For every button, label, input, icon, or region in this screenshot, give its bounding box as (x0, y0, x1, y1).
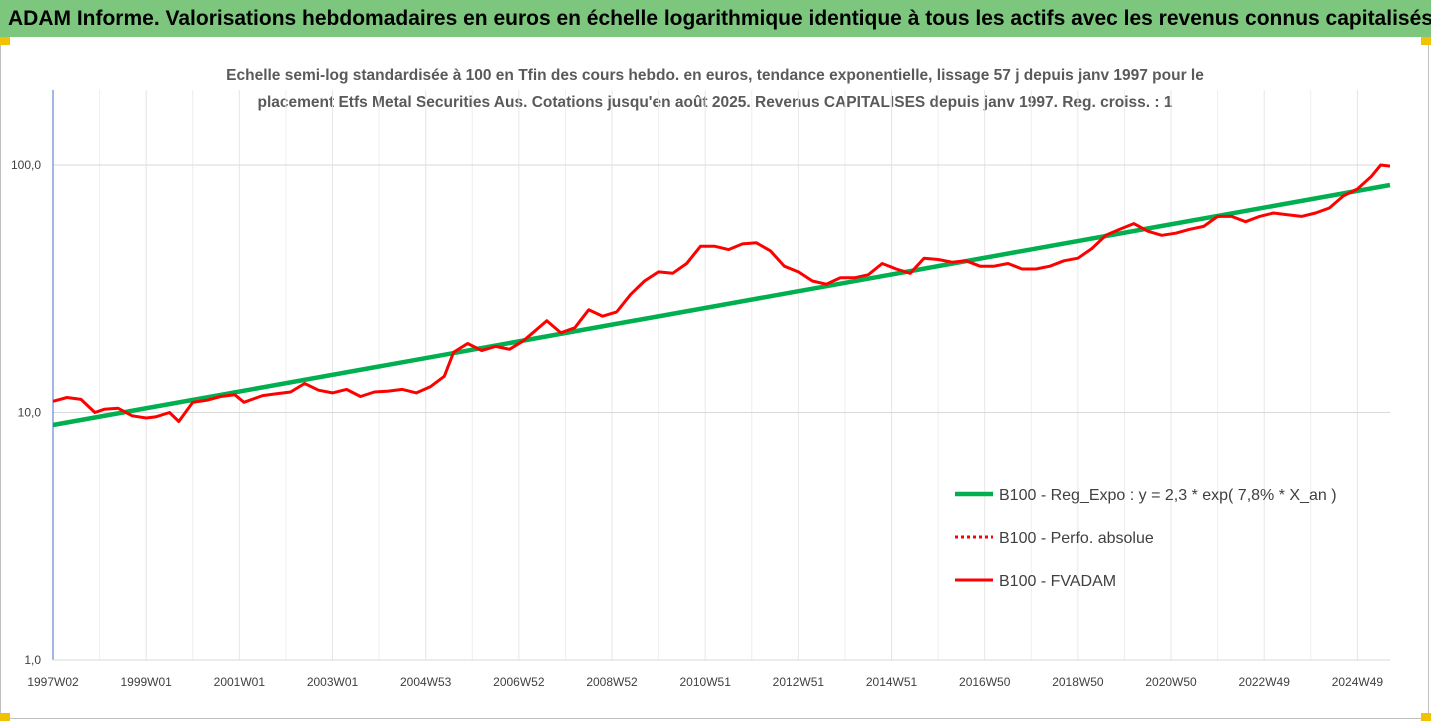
legend-entry: B100 - FVADAM (999, 573, 1116, 590)
page-title: ADAM Informe. Valorisations hebdomadaire… (0, 0, 1431, 37)
x-tick-label: 2014W51 (866, 675, 918, 689)
series-line-fvadam (52, 163, 1391, 423)
x-tick-label: 2008W52 (586, 675, 638, 689)
x-tick-label: 2012W51 (773, 675, 825, 689)
y-tick-label: 10,0 (18, 406, 42, 420)
y-tick-label: 100,0 (11, 158, 41, 172)
chart-subtitle-line-2: placement Etfs Metal Securities Aus. Cot… (257, 94, 1173, 111)
corner-marker-top-right (1421, 37, 1431, 45)
chart-subtitle-line-1: Echelle semi-log standardisée à 100 en T… (226, 67, 1204, 84)
legend-entry: B100 - Perfo. absolue (999, 530, 1154, 547)
x-tick-label: 2010W51 (680, 675, 732, 689)
x-tick-label: 2006W52 (493, 675, 545, 689)
series-line-regression (52, 182, 1391, 428)
x-tick-label: 2004W53 (400, 675, 452, 689)
x-tick-label: 2020W50 (1145, 675, 1197, 689)
x-tick-label: 1999W01 (120, 675, 172, 689)
x-tick-label: 2003W01 (307, 675, 359, 689)
x-tick-label: 2022W49 (1239, 675, 1291, 689)
corner-marker-bottom-right (1421, 713, 1431, 721)
x-tick-label: 2001W01 (214, 675, 266, 689)
corner-marker-bottom-left (0, 713, 10, 721)
y-tick-label: 1,0 (24, 653, 41, 667)
x-tick-label: 2024W49 (1332, 675, 1384, 689)
x-tick-label: 2016W50 (959, 675, 1011, 689)
chart-subtitle: Echelle semi-log standardisée à 100 en T… (150, 62, 1280, 116)
x-tick-label: 2018W50 (1052, 675, 1104, 689)
corner-marker-top-left (0, 37, 10, 45)
x-tick-label: 1997W02 (27, 675, 79, 689)
legend-entry: B100 - Reg_Expo : y = 2,3 * exp( 7,8% * … (999, 487, 1337, 504)
